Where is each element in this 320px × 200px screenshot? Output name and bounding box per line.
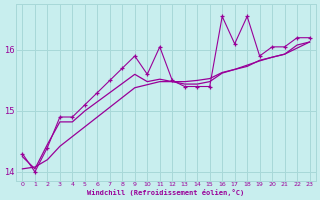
X-axis label: Windchill (Refroidissement éolien,°C): Windchill (Refroidissement éolien,°C) xyxy=(87,189,244,196)
